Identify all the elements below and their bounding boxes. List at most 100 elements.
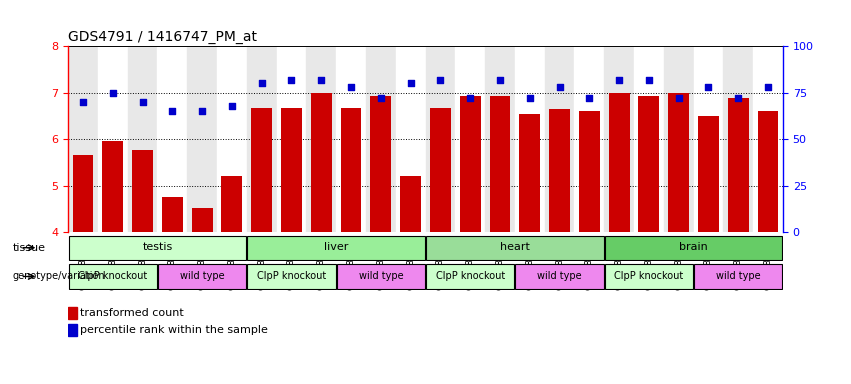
Point <box>612 76 625 83</box>
Point <box>403 80 417 86</box>
Point <box>493 76 506 83</box>
Bar <box>396 46 426 232</box>
Bar <box>68 324 77 336</box>
Bar <box>251 108 272 232</box>
Bar <box>72 156 94 232</box>
Point <box>106 89 119 96</box>
Point <box>552 84 566 90</box>
Bar <box>281 108 302 232</box>
Bar <box>757 111 779 232</box>
Bar <box>668 93 689 232</box>
Bar <box>460 96 481 232</box>
Bar <box>68 46 98 232</box>
Text: ClpP knockout: ClpP knockout <box>436 271 505 281</box>
Point <box>433 76 447 83</box>
Point <box>165 108 179 114</box>
Bar <box>664 46 694 232</box>
Bar <box>728 98 749 232</box>
Bar <box>515 46 545 232</box>
Bar <box>340 108 362 232</box>
Point <box>642 76 655 83</box>
Bar <box>248 236 425 260</box>
Point <box>195 108 208 114</box>
Bar <box>306 46 336 232</box>
Bar <box>400 175 421 232</box>
Bar <box>277 46 306 232</box>
Point <box>135 99 149 105</box>
Point <box>463 95 477 101</box>
Bar <box>605 264 693 289</box>
Text: heart: heart <box>500 242 530 252</box>
Point <box>284 76 298 83</box>
Point <box>582 95 596 101</box>
Bar <box>248 264 335 289</box>
Point <box>344 84 357 90</box>
Bar <box>638 96 660 232</box>
Bar <box>157 46 187 232</box>
Text: wild type: wild type <box>180 271 225 281</box>
Bar <box>608 93 630 232</box>
Bar <box>605 236 782 260</box>
Bar <box>634 46 664 232</box>
Bar <box>604 46 634 232</box>
Text: liver: liver <box>324 242 348 252</box>
Text: wild type: wild type <box>358 271 403 281</box>
Text: ClpP knockout: ClpP knockout <box>78 271 147 281</box>
Bar <box>426 236 603 260</box>
Bar <box>694 264 782 289</box>
Text: wild type: wild type <box>537 271 582 281</box>
Bar <box>132 150 153 232</box>
Bar <box>68 307 77 319</box>
Text: transformed count: transformed count <box>80 308 184 318</box>
Bar <box>370 96 391 232</box>
Bar <box>69 236 246 260</box>
Bar <box>455 46 485 232</box>
Point <box>671 95 685 101</box>
Bar <box>162 197 183 232</box>
Text: ClpP knockout: ClpP knockout <box>257 271 326 281</box>
Bar <box>128 46 157 232</box>
Bar <box>519 114 540 232</box>
Bar <box>336 46 366 232</box>
Bar <box>753 46 783 232</box>
Bar <box>217 46 247 232</box>
Point <box>314 76 328 83</box>
Bar <box>574 46 604 232</box>
Bar <box>579 111 600 232</box>
Point <box>254 80 268 86</box>
Text: testis: testis <box>142 242 173 252</box>
Bar <box>516 264 603 289</box>
Bar <box>430 108 451 232</box>
Bar <box>694 46 723 232</box>
Bar <box>337 264 425 289</box>
Bar <box>69 264 157 289</box>
Text: GDS4791 / 1416747_PM_at: GDS4791 / 1416747_PM_at <box>68 30 257 44</box>
Point <box>761 84 774 90</box>
Bar <box>489 96 511 232</box>
Point <box>374 95 387 101</box>
Bar <box>426 264 514 289</box>
Bar <box>187 46 217 232</box>
Text: genotype/variation: genotype/variation <box>13 271 106 281</box>
Text: percentile rank within the sample: percentile rank within the sample <box>80 325 268 335</box>
Bar <box>98 46 128 232</box>
Bar <box>545 46 574 232</box>
Bar <box>549 109 570 232</box>
Point <box>523 95 536 101</box>
Text: wild type: wild type <box>716 271 761 281</box>
Bar <box>485 46 515 232</box>
Point <box>77 99 89 105</box>
Bar <box>366 46 396 232</box>
Bar <box>158 264 246 289</box>
Text: tissue: tissue <box>13 243 46 253</box>
Point <box>701 84 715 90</box>
Text: ClpP knockout: ClpP knockout <box>614 271 683 281</box>
Bar <box>426 46 455 232</box>
Bar <box>247 46 277 232</box>
Bar <box>723 46 753 232</box>
Bar <box>102 141 123 232</box>
Text: brain: brain <box>679 242 708 252</box>
Bar <box>191 208 213 232</box>
Point <box>225 103 238 109</box>
Point <box>731 95 745 101</box>
